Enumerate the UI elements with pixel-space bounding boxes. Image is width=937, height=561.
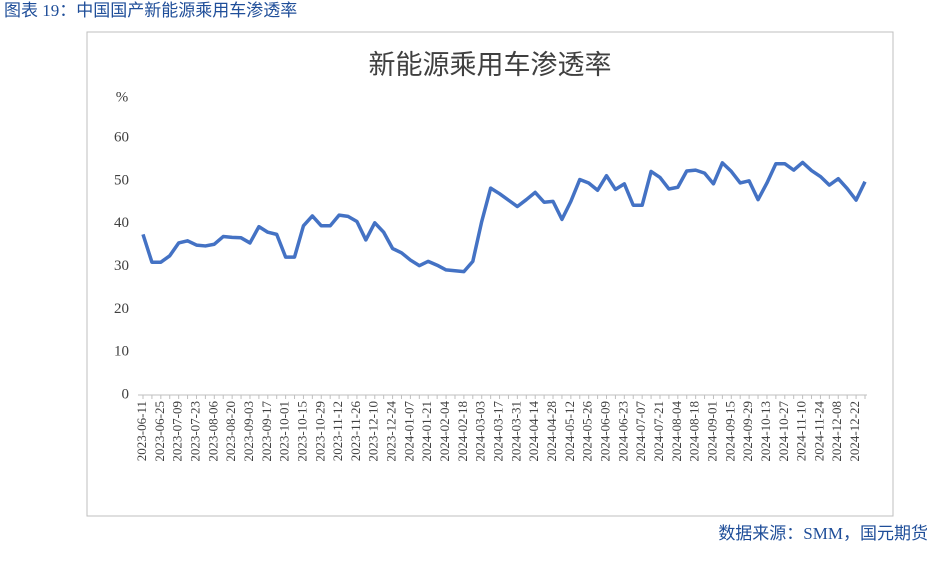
y-tick-label: 10 xyxy=(114,344,129,360)
y-unit: % xyxy=(116,89,129,105)
data-line xyxy=(141,160,867,274)
x-tick-label: 2023-07-09 xyxy=(170,401,185,462)
caption: 图表 19：中国国产新能源乘用车渗透率 xyxy=(4,1,297,20)
x-tick-label: 2023-12-24 xyxy=(384,401,399,462)
x-tick-label: 2024-12-22 xyxy=(847,401,862,462)
x-tick-label: 2023-11-26 xyxy=(348,401,363,462)
x-tick-label: 2024-06-23 xyxy=(615,401,630,462)
x-tick-label: 2024-02-18 xyxy=(455,401,470,462)
x-tick-label: 2024-08-18 xyxy=(687,401,702,462)
x-tick-label: 2024-06-09 xyxy=(597,401,612,462)
x-tick-label: 2023-11-12 xyxy=(330,401,345,461)
y-tick-label: 40 xyxy=(114,215,129,231)
x-tick-label: 2024-01-07 xyxy=(401,401,416,462)
y-tick-label: 0 xyxy=(122,386,130,402)
x-tick-label: 2024-03-17 xyxy=(491,401,506,462)
x-tick-label: 2024-05-12 xyxy=(562,401,577,462)
x-tick-label: 2024-02-04 xyxy=(437,401,452,462)
x-tick-label: 2023-12-10 xyxy=(366,401,381,462)
x-tick-label: 2024-11-10 xyxy=(794,401,809,461)
x-tick-label: 2023-06-25 xyxy=(152,401,167,462)
x-tick-label: 2023-09-17 xyxy=(259,401,274,462)
chart-title: 新能源乘用车渗透率 xyxy=(369,50,612,80)
y-tick-label: 20 xyxy=(114,301,129,317)
x-tick-label: 2023-07-23 xyxy=(187,401,202,462)
x-tick-label: 2024-09-29 xyxy=(740,401,755,462)
x-tick-label: 2023-09-03 xyxy=(241,401,256,462)
chart-frame xyxy=(86,31,894,517)
x-tick-label: 2024-07-07 xyxy=(633,401,648,462)
x-tick-label: 2023-10-15 xyxy=(294,401,309,462)
x-tick-label: 2024-10-13 xyxy=(758,401,773,462)
x-tick-label: 2024-10-27 xyxy=(776,401,791,462)
x-tick-label: 2024-03-03 xyxy=(473,401,488,462)
x-tick-label: 2024-09-15 xyxy=(722,401,737,462)
x-tick-label: 2024-05-26 xyxy=(580,401,595,462)
x-tick-label: 2024-11-24 xyxy=(811,401,826,462)
x-tick-label: 2023-08-20 xyxy=(223,401,238,462)
x-tick-label: 2023-08-06 xyxy=(205,401,220,462)
y-tick-label: 30 xyxy=(114,258,129,274)
x-tick-label: 2024-07-21 xyxy=(651,401,666,462)
x-tick-label: 2024-04-28 xyxy=(544,401,559,462)
x-tick-label: 2023-10-29 xyxy=(312,401,327,462)
x-tick-label: 2023-10-01 xyxy=(277,401,292,462)
x-tick-label: 2024-01-21 xyxy=(419,401,434,462)
x-tick-label: 2024-12-08 xyxy=(829,401,844,462)
x-tick-label: 2023-06-11 xyxy=(134,401,149,461)
x-tick-label: 2024-09-01 xyxy=(704,401,719,462)
y-tick-label: 50 xyxy=(114,172,129,188)
y-tick-label: 60 xyxy=(114,129,129,145)
x-tick-label: 2024-04-14 xyxy=(526,401,541,462)
x-tick-label: 2024-08-04 xyxy=(669,401,684,462)
x-tick-label: 2024-03-31 xyxy=(508,401,523,462)
source: 数据来源：SMM，国元期货 xyxy=(718,524,928,543)
